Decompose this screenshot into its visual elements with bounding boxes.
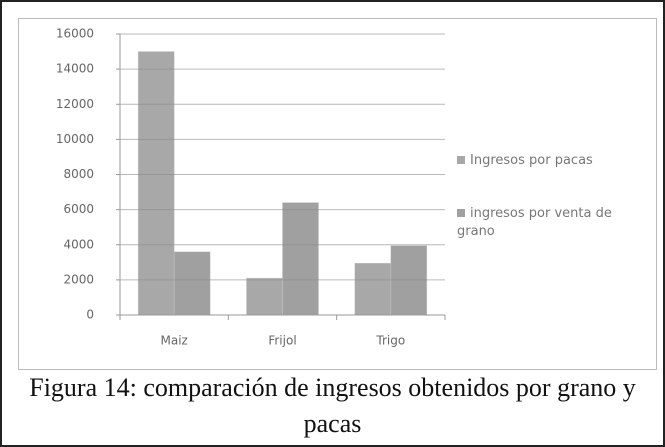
legend-label: ingresos por venta de grano	[457, 206, 612, 239]
bar	[282, 202, 319, 316]
y-tick-label: 4000	[63, 237, 94, 251]
x-tick-label: Maiz	[160, 334, 187, 348]
bar	[137, 51, 175, 316]
legend-entry: ingresos por venta de grano	[457, 205, 632, 241]
bar	[354, 262, 392, 316]
y-tick-label: 0	[86, 308, 94, 322]
bar	[246, 277, 283, 316]
caption: Figura 14: comparación de ingresos obten…	[29, 373, 636, 438]
legend-swatch	[457, 156, 465, 164]
legend-entry: Ingresos por pacas	[457, 152, 632, 170]
y-tick-label: 14000	[56, 62, 94, 76]
chart-frame	[18, 18, 657, 370]
y-tick-label: 8000	[63, 167, 94, 181]
legend-swatch	[457, 209, 465, 217]
x-tick-label: Frijol	[268, 334, 296, 348]
y-tick-label: 10000	[56, 132, 94, 146]
y-tick-label: 16000	[56, 27, 94, 41]
y-tick-label: 2000	[63, 272, 94, 286]
bar	[173, 251, 211, 316]
y-tick-label: 12000	[56, 97, 94, 111]
x-tick-label: Trigo	[375, 334, 405, 348]
legend-label: Ingresos por pacas	[470, 153, 593, 168]
y-tick-label: 6000	[63, 202, 94, 216]
